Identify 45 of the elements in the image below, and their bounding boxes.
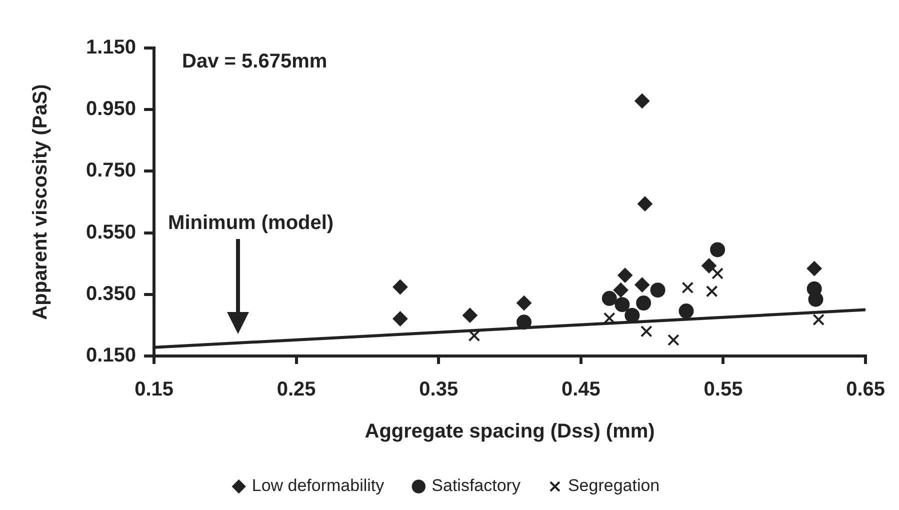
point [392, 280, 408, 295]
point [516, 314, 532, 330]
y-tick-label: 0.150 [86, 344, 136, 367]
point [516, 296, 532, 311]
point [624, 308, 640, 323]
x-axis-title: Aggregate spacing (Dss) (mm) [364, 420, 655, 443]
y-axis-title: Apparent viscosity (PaS) [30, 84, 52, 320]
point [640, 325, 652, 338]
point [678, 304, 694, 319]
point [637, 196, 652, 212]
point [613, 282, 628, 298]
y-tick-label: 0.750 [86, 160, 136, 182]
point [392, 311, 408, 326]
legend-label: Segregation [568, 476, 660, 496]
legend-label: Low deformability [252, 476, 385, 496]
point [614, 297, 630, 312]
x-tick-label: 0.45 [561, 378, 600, 401]
point [667, 334, 680, 346]
point [808, 292, 824, 307]
x-tick-label: 0.55 [704, 378, 743, 401]
point [812, 314, 825, 326]
point [634, 93, 650, 108]
point [712, 268, 724, 280]
point [636, 296, 652, 311]
annotation: Dav = 5.675mm [182, 50, 328, 73]
point [682, 282, 694, 294]
y-tick-label: 1.150 [86, 36, 136, 59]
x-tick-label: 0.25 [276, 378, 316, 401]
legend-label: Satisfactory [432, 476, 521, 496]
x-tick-label: 0.65 [846, 378, 886, 401]
point [462, 308, 478, 323]
annotation: Minimum (model) [168, 212, 334, 234]
x-tick-label: 0.35 [419, 378, 458, 401]
point [706, 285, 718, 298]
x-tick-label: 0.15 [134, 378, 174, 401]
point [806, 261, 822, 276]
y-tick-label: 0.950 [86, 98, 136, 120]
point [650, 282, 666, 298]
point [602, 290, 617, 306]
y-tick-label: 0.550 [86, 221, 136, 244]
point [710, 242, 726, 258]
point [702, 258, 717, 274]
point [618, 268, 633, 283]
point [634, 277, 650, 292]
y-tick-label: 0.350 [86, 282, 136, 305]
